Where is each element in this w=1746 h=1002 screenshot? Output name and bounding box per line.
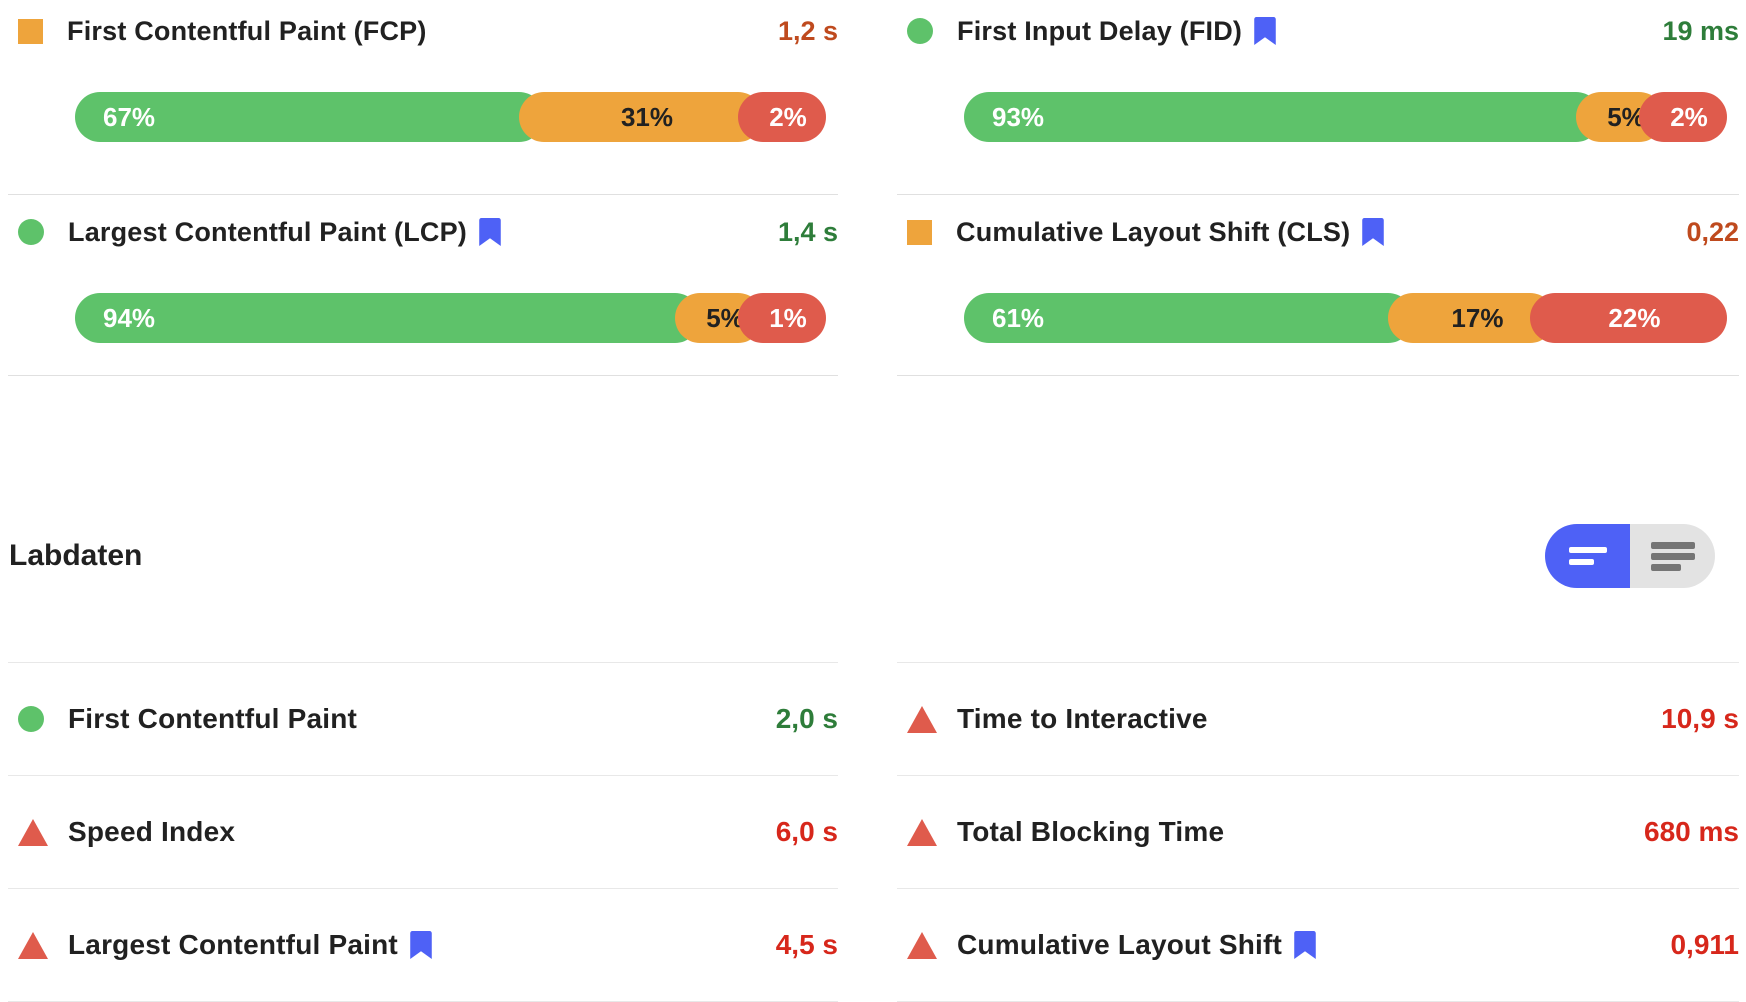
green-circle-icon: [907, 18, 933, 44]
bar-segment-good: 93%: [964, 92, 1601, 142]
bar-segment-poor: 22%: [1529, 293, 1727, 343]
distribution-bar: 67% 31% 2%: [75, 92, 826, 142]
percent-label: 17%: [1451, 302, 1504, 333]
metric-value: 0,22: [1686, 216, 1739, 247]
lab-data-section: First Contentful Paint 2,0 s Time to Int…: [8, 662, 1739, 1002]
lab-metric-value: 2,0 s: [775, 703, 838, 734]
bar-segment-average: 17%: [1388, 293, 1555, 343]
distribution-bar: 93% 5% 2%: [964, 92, 1727, 142]
field-metric-card: Largest Contentful Paint (LCP) 1,4 s 94%…: [8, 195, 838, 376]
lab-metric-title: Largest Contentful Paint: [68, 929, 398, 960]
percent-label: 31%: [620, 101, 674, 132]
red-triangle-icon: [18, 818, 48, 846]
red-triangle-icon: [907, 818, 937, 846]
lab-metric-title: Speed Index: [68, 816, 236, 847]
lab-metric-title: First Contentful Paint: [68, 703, 358, 734]
lab-metric-row: Time to Interactive 10,9 s: [897, 662, 1739, 775]
detailed-view-icon: [1650, 541, 1695, 571]
lab-metric-row: First Contentful Paint 2,0 s: [8, 662, 838, 775]
metric-value: 1,4 s: [777, 216, 838, 247]
percent-label: 2%: [1670, 101, 1708, 132]
metric-header: First Input Delay (FID) 19 ms: [897, 8, 1739, 54]
metric-title: Cumulative Layout Shift (CLS): [956, 216, 1351, 247]
bar-segment-good: 94%: [75, 293, 700, 343]
metric-value: 1,2 s: [777, 15, 838, 46]
lab-metric-row: Total Blocking Time 680 ms: [897, 775, 1739, 888]
orange-square-icon: [907, 219, 932, 245]
field-metric-card: First Contentful Paint (FCP) 1,2 s 67% 31…: [8, 0, 838, 195]
lab-metric-row: Speed Index 6,0 s: [8, 775, 838, 888]
lab-metric-title: Cumulative Layout Shift: [957, 929, 1283, 960]
lab-metric-row: Largest Contentful Paint 4,5 s: [8, 888, 838, 1002]
labdaten-heading: Labdaten: [9, 539, 143, 572]
compact-view-icon: [1568, 547, 1607, 565]
metric-header: Largest Contentful Paint (LCP) 1,4 s: [8, 209, 838, 255]
bar-segment-good: 61%: [964, 293, 1414, 343]
bookmark-icon: [1294, 931, 1316, 959]
percent-label: 61%: [992, 302, 1045, 333]
lab-metric-value: 6,0 s: [775, 816, 838, 847]
lab-metric-title: Time to Interactive: [957, 703, 1208, 734]
distribution-bar: 94% 5% 1%: [75, 293, 826, 343]
percent-label: 5%: [706, 302, 744, 333]
metric-title: Largest Contentful Paint (LCP): [68, 216, 467, 247]
orange-square-icon: [18, 18, 43, 44]
lab-metric-value: 4,5 s: [775, 929, 838, 960]
view-toggle: [1545, 524, 1715, 588]
distribution-bar: 61% 17% 22%: [964, 293, 1727, 343]
red-triangle-icon: [907, 931, 937, 959]
lab-metric-value: 10,9 s: [1661, 703, 1739, 734]
percent-label: 93%: [992, 101, 1045, 132]
percent-label: 67%: [103, 101, 156, 132]
green-circle-icon: [18, 706, 44, 732]
bar-segment-poor: 2%: [738, 92, 826, 142]
lab-data-header: Labdaten: [8, 524, 1739, 588]
bookmark-icon: [410, 931, 432, 959]
metric-header: Cumulative Layout Shift (CLS) 0,22: [897, 209, 1739, 255]
lab-metric-value: 0,911: [1670, 929, 1739, 960]
percent-label: 1%: [769, 302, 807, 333]
metric-title: First Contentful Paint (FCP): [67, 15, 427, 46]
bar-segment-poor: 2%: [1639, 92, 1727, 142]
metric-value: 19 ms: [1662, 15, 1739, 46]
percent-label: 2%: [769, 101, 807, 132]
field-metric-card: First Input Delay (FID) 19 ms 93% 5% 2%: [897, 0, 1739, 195]
compact-view-button[interactable]: [1545, 524, 1630, 588]
bookmark-icon: [1254, 17, 1276, 45]
bookmark-icon: [1362, 218, 1385, 246]
percent-label: 22%: [1608, 302, 1661, 333]
lab-metric-value: 680 ms: [1644, 816, 1739, 847]
lab-metric-title: Total Blocking Time: [957, 816, 1225, 847]
percent-label: 94%: [103, 302, 156, 333]
green-circle-icon: [18, 219, 44, 245]
percent-label: 5%: [1607, 101, 1645, 132]
lab-metric-row: Cumulative Layout Shift 0,911: [897, 888, 1739, 1002]
metric-title: First Input Delay (FID): [957, 15, 1243, 46]
bar-segment-good: 67%: [75, 92, 544, 142]
detailed-view-button[interactable]: [1630, 524, 1715, 588]
red-triangle-icon: [18, 931, 48, 959]
bookmark-icon: [479, 218, 501, 246]
metric-header: First Contentful Paint (FCP) 1,2 s: [8, 8, 838, 54]
bar-segment-average: 31%: [519, 92, 763, 142]
bar-segment-poor: 1%: [738, 293, 826, 343]
red-triangle-icon: [907, 705, 937, 733]
field-data-section: First Contentful Paint (FCP) 1,2 s 67% 31…: [8, 0, 1739, 376]
field-metric-card: Cumulative Layout Shift (CLS) 0,22 61% 17…: [897, 195, 1739, 376]
